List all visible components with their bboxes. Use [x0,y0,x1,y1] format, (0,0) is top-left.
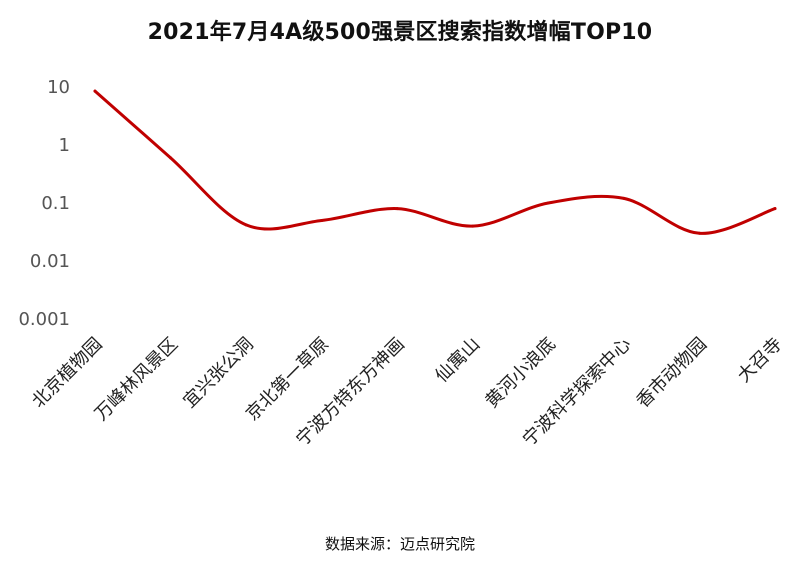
data-point [169,156,173,160]
data-point [395,207,399,211]
data-point [244,223,248,227]
x-tick-label: 大召寺 [734,334,787,387]
chart-title: 2021年7月4A级500强景区搜索指数增幅TOP10 [147,20,653,45]
y-tick-label: 1 [59,135,70,156]
data-point [93,89,97,93]
series-line [93,89,777,235]
x-tick-label: 黄河小浪底 [481,334,559,412]
y-tick-label: 0.1 [41,193,70,214]
x-tick-label: 宜兴张公洞 [179,334,257,412]
y-tick-label: 10 [47,77,70,98]
y-tick-label: 0.01 [30,251,70,272]
x-tick-label: 香市动物园 [632,334,710,412]
x-tick-label: 北京植物园 [28,334,106,412]
y-tick-label: 0.001 [18,309,70,330]
data-point [773,207,777,211]
source-note: 数据来源：迈点研究院 [324,535,475,553]
data-point [471,224,475,228]
y-axis: 10 1 0.1 0.01 0.001 [18,77,70,330]
data-point [697,231,701,235]
data-point [622,196,626,200]
x-tick-label: 仙寓山 [431,334,484,387]
data-point [320,219,324,222]
series-layer [93,89,777,235]
data-point [546,201,550,205]
